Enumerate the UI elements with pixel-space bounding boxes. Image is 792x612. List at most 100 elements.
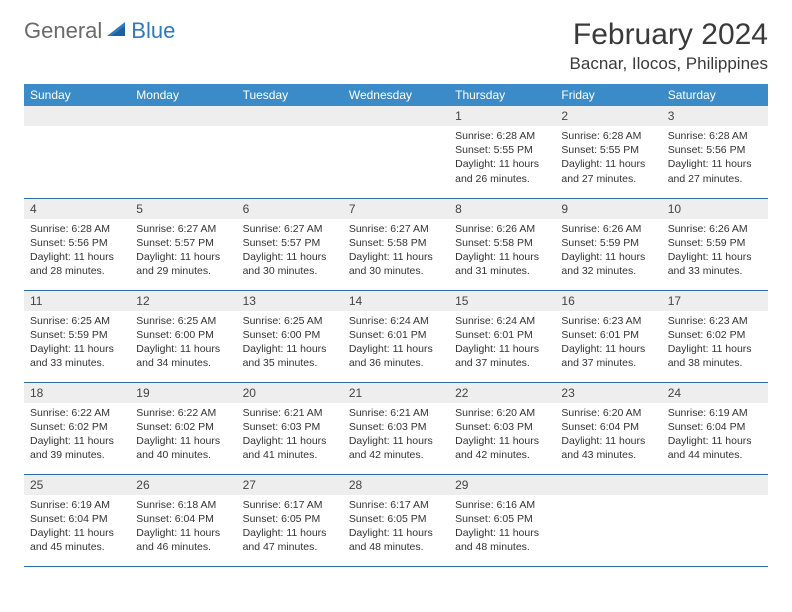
- day-number: 4: [24, 199, 130, 219]
- calendar-day-cell: 12Sunrise: 6:25 AMSunset: 6:00 PMDayligh…: [130, 290, 236, 382]
- calendar-day-cell: 26Sunrise: 6:18 AMSunset: 6:04 PMDayligh…: [130, 474, 236, 566]
- day-number: 8: [449, 199, 555, 219]
- calendar-day-cell: 5Sunrise: 6:27 AMSunset: 5:57 PMDaylight…: [130, 198, 236, 290]
- calendar-week-row: 11Sunrise: 6:25 AMSunset: 5:59 PMDayligh…: [24, 290, 768, 382]
- day-details: Sunrise: 6:26 AMSunset: 5:59 PMDaylight:…: [662, 219, 768, 285]
- calendar-day-cell: 25Sunrise: 6:19 AMSunset: 6:04 PMDayligh…: [24, 474, 130, 566]
- day-number: 19: [130, 383, 236, 403]
- calendar-day-cell: 17Sunrise: 6:23 AMSunset: 6:02 PMDayligh…: [662, 290, 768, 382]
- day-details: Sunrise: 6:18 AMSunset: 6:04 PMDaylight:…: [130, 495, 236, 561]
- page-header: General Blue February 2024 Bacnar, Iloco…: [24, 18, 768, 74]
- day-details: Sunrise: 6:21 AMSunset: 6:03 PMDaylight:…: [343, 403, 449, 469]
- calendar-body: 1Sunrise: 6:28 AMSunset: 5:55 PMDaylight…: [24, 106, 768, 566]
- calendar-day-cell: 15Sunrise: 6:24 AMSunset: 6:01 PMDayligh…: [449, 290, 555, 382]
- weekday-header: Monday: [130, 84, 236, 106]
- calendar-table: SundayMondayTuesdayWednesdayThursdayFrid…: [24, 84, 768, 567]
- day-details: Sunrise: 6:26 AMSunset: 5:58 PMDaylight:…: [449, 219, 555, 285]
- day-number: 27: [237, 475, 343, 495]
- day-number: 21: [343, 383, 449, 403]
- day-number: 5: [130, 199, 236, 219]
- calendar-week-row: 4Sunrise: 6:28 AMSunset: 5:56 PMDaylight…: [24, 198, 768, 290]
- day-number: 22: [449, 383, 555, 403]
- day-details: Sunrise: 6:19 AMSunset: 6:04 PMDaylight:…: [24, 495, 130, 561]
- calendar-day-cell: 11Sunrise: 6:25 AMSunset: 5:59 PMDayligh…: [24, 290, 130, 382]
- day-details: Sunrise: 6:25 AMSunset: 5:59 PMDaylight:…: [24, 311, 130, 377]
- day-number: 25: [24, 475, 130, 495]
- calendar-day-cell: 13Sunrise: 6:25 AMSunset: 6:00 PMDayligh…: [237, 290, 343, 382]
- location-text: Bacnar, Ilocos, Philippines: [570, 54, 768, 74]
- day-number: 9: [555, 199, 661, 219]
- day-details: Sunrise: 6:17 AMSunset: 6:05 PMDaylight:…: [237, 495, 343, 561]
- day-details: Sunrise: 6:27 AMSunset: 5:58 PMDaylight:…: [343, 219, 449, 285]
- calendar-week-row: 25Sunrise: 6:19 AMSunset: 6:04 PMDayligh…: [24, 474, 768, 566]
- day-details: Sunrise: 6:20 AMSunset: 6:04 PMDaylight:…: [555, 403, 661, 469]
- day-details: Sunrise: 6:22 AMSunset: 6:02 PMDaylight:…: [130, 403, 236, 469]
- day-details: Sunrise: 6:28 AMSunset: 5:56 PMDaylight:…: [24, 219, 130, 285]
- day-number: 14: [343, 291, 449, 311]
- calendar-day-cell: 4Sunrise: 6:28 AMSunset: 5:56 PMDaylight…: [24, 198, 130, 290]
- calendar-empty-cell: [662, 474, 768, 566]
- day-details: Sunrise: 6:24 AMSunset: 6:01 PMDaylight:…: [449, 311, 555, 377]
- day-number: 13: [237, 291, 343, 311]
- calendar-day-cell: 3Sunrise: 6:28 AMSunset: 5:56 PMDaylight…: [662, 106, 768, 198]
- day-number: 15: [449, 291, 555, 311]
- day-number: 28: [343, 475, 449, 495]
- title-block: February 2024 Bacnar, Ilocos, Philippine…: [570, 18, 768, 74]
- calendar-day-cell: 6Sunrise: 6:27 AMSunset: 5:57 PMDaylight…: [237, 198, 343, 290]
- day-number: 10: [662, 199, 768, 219]
- day-details: Sunrise: 6:23 AMSunset: 6:01 PMDaylight:…: [555, 311, 661, 377]
- weekday-header: Wednesday: [343, 84, 449, 106]
- day-details: Sunrise: 6:26 AMSunset: 5:59 PMDaylight:…: [555, 219, 661, 285]
- brand-triangle-icon: [107, 20, 129, 43]
- calendar-empty-cell: [343, 106, 449, 198]
- day-number: 16: [555, 291, 661, 311]
- weekday-header: Thursday: [449, 84, 555, 106]
- calendar-day-cell: 23Sunrise: 6:20 AMSunset: 6:04 PMDayligh…: [555, 382, 661, 474]
- day-details: Sunrise: 6:27 AMSunset: 5:57 PMDaylight:…: [130, 219, 236, 285]
- calendar-day-cell: 1Sunrise: 6:28 AMSunset: 5:55 PMDaylight…: [449, 106, 555, 198]
- calendar-day-cell: 14Sunrise: 6:24 AMSunset: 6:01 PMDayligh…: [343, 290, 449, 382]
- day-number: 26: [130, 475, 236, 495]
- day-number: 11: [24, 291, 130, 311]
- day-details: Sunrise: 6:28 AMSunset: 5:55 PMDaylight:…: [449, 126, 555, 192]
- calendar-day-cell: 21Sunrise: 6:21 AMSunset: 6:03 PMDayligh…: [343, 382, 449, 474]
- day-details: Sunrise: 6:28 AMSunset: 5:56 PMDaylight:…: [662, 126, 768, 192]
- day-details: Sunrise: 6:19 AMSunset: 6:04 PMDaylight:…: [662, 403, 768, 469]
- day-number: 6: [237, 199, 343, 219]
- month-title: February 2024: [570, 18, 768, 52]
- day-details: Sunrise: 6:23 AMSunset: 6:02 PMDaylight:…: [662, 311, 768, 377]
- day-number: 18: [24, 383, 130, 403]
- calendar-day-cell: 7Sunrise: 6:27 AMSunset: 5:58 PMDaylight…: [343, 198, 449, 290]
- brand-word-1: General: [24, 18, 102, 44]
- weekday-header: Friday: [555, 84, 661, 106]
- day-number: 24: [662, 383, 768, 403]
- calendar-day-cell: 2Sunrise: 6:28 AMSunset: 5:55 PMDaylight…: [555, 106, 661, 198]
- calendar-empty-cell: [237, 106, 343, 198]
- calendar-empty-cell: [24, 106, 130, 198]
- day-number: 23: [555, 383, 661, 403]
- calendar-week-row: 18Sunrise: 6:22 AMSunset: 6:02 PMDayligh…: [24, 382, 768, 474]
- calendar-week-row: 1Sunrise: 6:28 AMSunset: 5:55 PMDaylight…: [24, 106, 768, 198]
- day-details: Sunrise: 6:22 AMSunset: 6:02 PMDaylight:…: [24, 403, 130, 469]
- day-details: Sunrise: 6:25 AMSunset: 6:00 PMDaylight:…: [237, 311, 343, 377]
- day-number: 1: [449, 106, 555, 126]
- day-number: 2: [555, 106, 661, 126]
- brand-logo: General Blue: [24, 18, 175, 44]
- brand-word-2: Blue: [131, 18, 175, 44]
- day-number: 12: [130, 291, 236, 311]
- day-details: Sunrise: 6:24 AMSunset: 6:01 PMDaylight:…: [343, 311, 449, 377]
- calendar-day-cell: 20Sunrise: 6:21 AMSunset: 6:03 PMDayligh…: [237, 382, 343, 474]
- calendar-header-row: SundayMondayTuesdayWednesdayThursdayFrid…: [24, 84, 768, 106]
- calendar-day-cell: 28Sunrise: 6:17 AMSunset: 6:05 PMDayligh…: [343, 474, 449, 566]
- calendar-day-cell: 10Sunrise: 6:26 AMSunset: 5:59 PMDayligh…: [662, 198, 768, 290]
- calendar-day-cell: 9Sunrise: 6:26 AMSunset: 5:59 PMDaylight…: [555, 198, 661, 290]
- day-details: Sunrise: 6:28 AMSunset: 5:55 PMDaylight:…: [555, 126, 661, 192]
- day-details: Sunrise: 6:25 AMSunset: 6:00 PMDaylight:…: [130, 311, 236, 377]
- calendar-day-cell: 29Sunrise: 6:16 AMSunset: 6:05 PMDayligh…: [449, 474, 555, 566]
- day-number: 20: [237, 383, 343, 403]
- calendar-day-cell: 27Sunrise: 6:17 AMSunset: 6:05 PMDayligh…: [237, 474, 343, 566]
- calendar-empty-cell: [555, 474, 661, 566]
- calendar-empty-cell: [130, 106, 236, 198]
- day-details: Sunrise: 6:16 AMSunset: 6:05 PMDaylight:…: [449, 495, 555, 561]
- day-number: 17: [662, 291, 768, 311]
